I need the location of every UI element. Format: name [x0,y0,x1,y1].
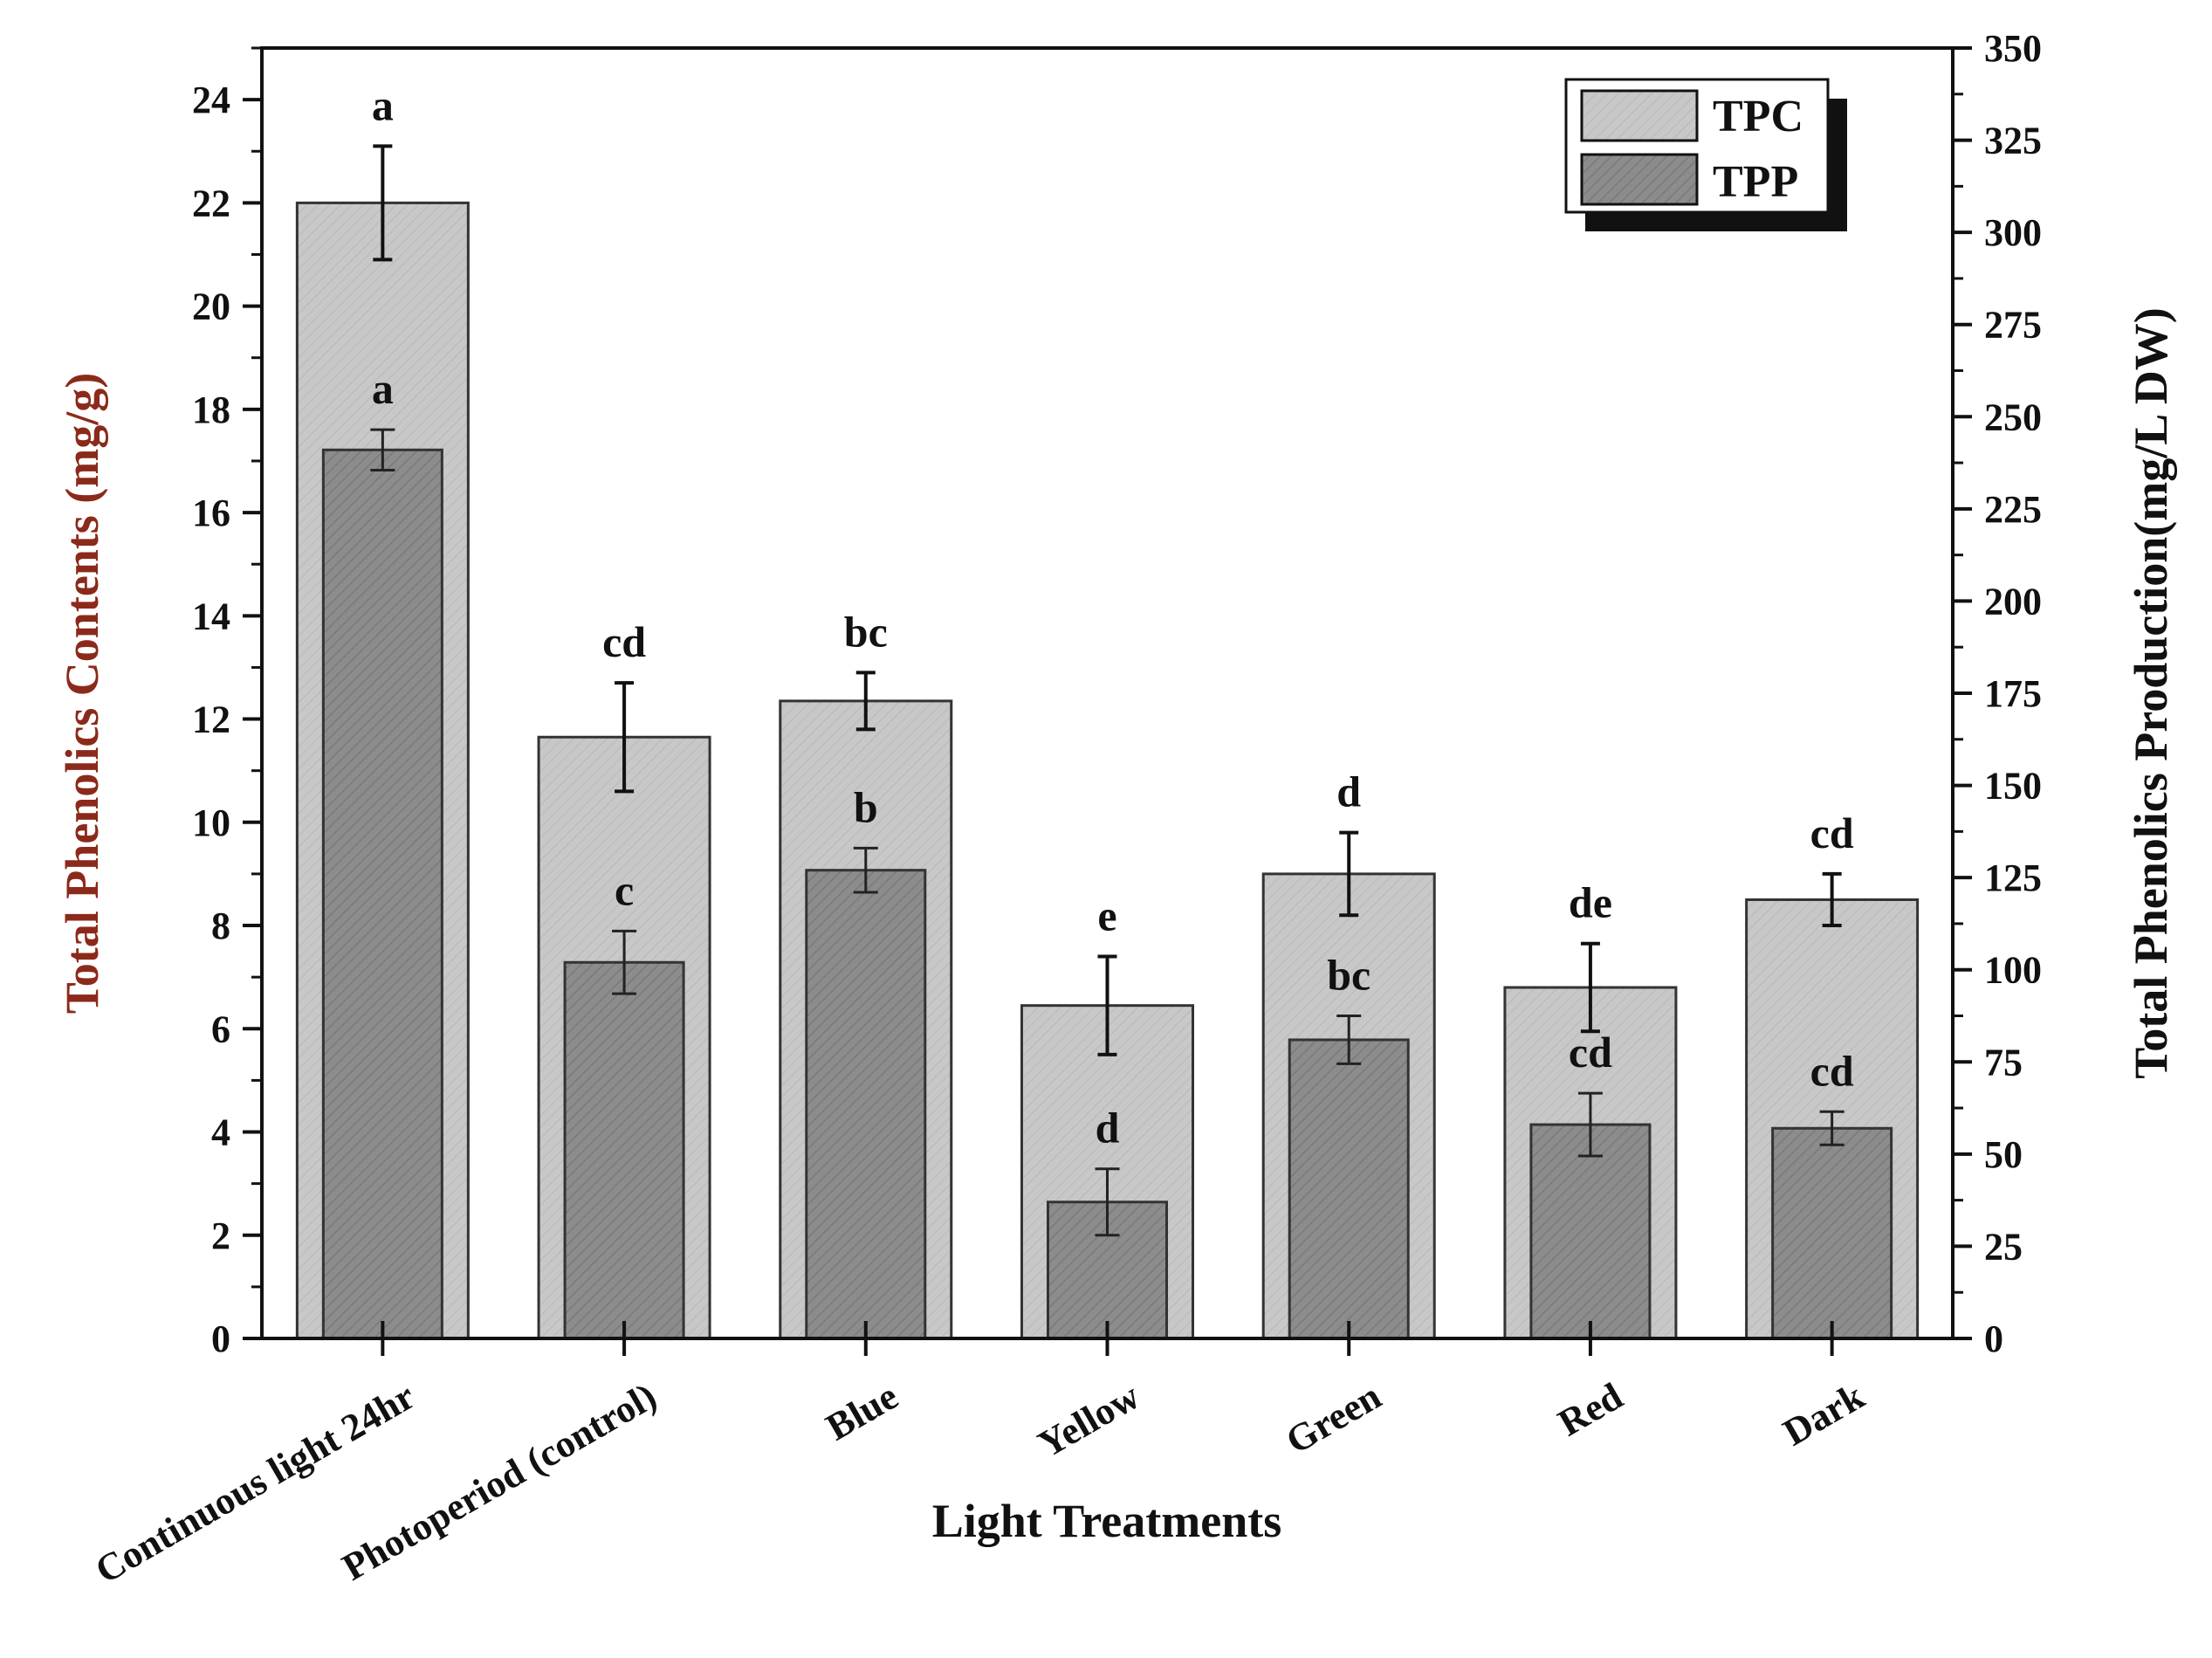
legend-label-tpp: TPP [1713,157,1798,207]
sig-label-tpc-6: cd [1810,808,1854,857]
x-tick-label-4: Green [1279,1374,1388,1462]
sig-label-tpc-3: e [1097,891,1116,940]
sig-label-tpp-0: a [372,364,394,413]
x-tick-label-2: Blue [819,1374,905,1448]
y-tick-label-4: 8 [211,905,230,947]
legend: TPC TPP [1564,78,1847,231]
sig-label-tpp-2: b [854,782,878,831]
significance-labels: a a cd c bc b e d d bc de cd cd cd [372,80,1854,1152]
x-tick-label-3: Yellow [1031,1374,1147,1466]
x-tick-label-6: Dark [1776,1374,1872,1455]
bar-tpp-4 [1288,1038,1410,1340]
y2-tick-label-8: 200 [1984,580,2042,623]
y-axis-title: Total Phenolics Contents (mg/g) [56,373,108,1015]
y2-tick-label-5: 125 [1984,857,2042,899]
sig-label-tpc-5: de [1569,878,1612,927]
y2-tick-label-14: 350 [1984,27,2042,70]
x-axis-title: Light Treatments [932,1495,1282,1547]
sig-label-tpp-6: cd [1810,1046,1854,1095]
y2-axis-title: Total Phenolics Production(mg/L DW) [2125,307,2177,1079]
y-tick-label-7: 14 [192,595,230,637]
bar-tpp-0 [321,448,443,1340]
sig-label-tpc-0: a [372,80,394,129]
y-tick-label-5: 10 [192,801,230,844]
y2-tick-label-11: 275 [1984,304,2042,347]
y2-tick-label-3: 75 [1984,1041,2023,1084]
x-tick-label-5: Red [1551,1374,1630,1444]
y-tick-label-9: 18 [192,389,230,431]
y2-tick-label-4: 100 [1984,949,2042,992]
y-tick-label-12: 24 [192,79,230,121]
y2-tick-label-7: 175 [1984,672,2042,715]
y-tick-label-10: 20 [192,286,230,328]
sig-label-tpc-2: bc [844,607,888,656]
y-tick-label-0: 0 [211,1317,230,1360]
y-tick-label-8: 16 [192,492,230,534]
bar-tpp-1 [563,960,685,1340]
bar-tpp-2 [805,869,927,1340]
y2-tick-label-12: 300 [1984,211,2042,254]
sig-label-tpp-4: bc [1327,951,1370,1000]
sig-label-tpp-1: c [615,865,634,914]
legend-swatch-tpc [1580,89,1699,142]
y-tick-label-6: 12 [192,698,230,741]
sig-label-tpp-3: d [1096,1104,1120,1152]
y2-tick-label-13: 325 [1984,120,2042,162]
y-tick-label-2: 4 [211,1111,230,1154]
y2-tick-label-2: 50 [1984,1133,2023,1176]
bar-tpp-6 [1771,1126,1893,1340]
right-y-axis: 0 25 50 75 100 125 150 175 200 225 250 275 300 325 350 [1953,27,2042,1360]
y2-tick-label-9: 225 [1984,488,2042,531]
legend-label-tpc: TPC [1713,92,1803,141]
y2-tick-label-10: 250 [1984,396,2042,438]
y2-tick-label-1: 25 [1984,1225,2023,1268]
sig-label-tpp-5: cd [1569,1028,1612,1077]
y2-tick-label-6: 150 [1984,765,2042,808]
sig-label-tpc-4: d [1336,767,1361,816]
y2-tick-label-0: 0 [1984,1317,2003,1360]
legend-swatch-tpp [1580,153,1699,206]
y-tick-label-3: 6 [211,1008,230,1050]
y-tick-label-11: 22 [192,182,230,224]
error-bars [370,144,1844,1237]
sig-label-tpc-1: cd [602,617,646,666]
y-tick-label-1: 2 [211,1214,230,1257]
